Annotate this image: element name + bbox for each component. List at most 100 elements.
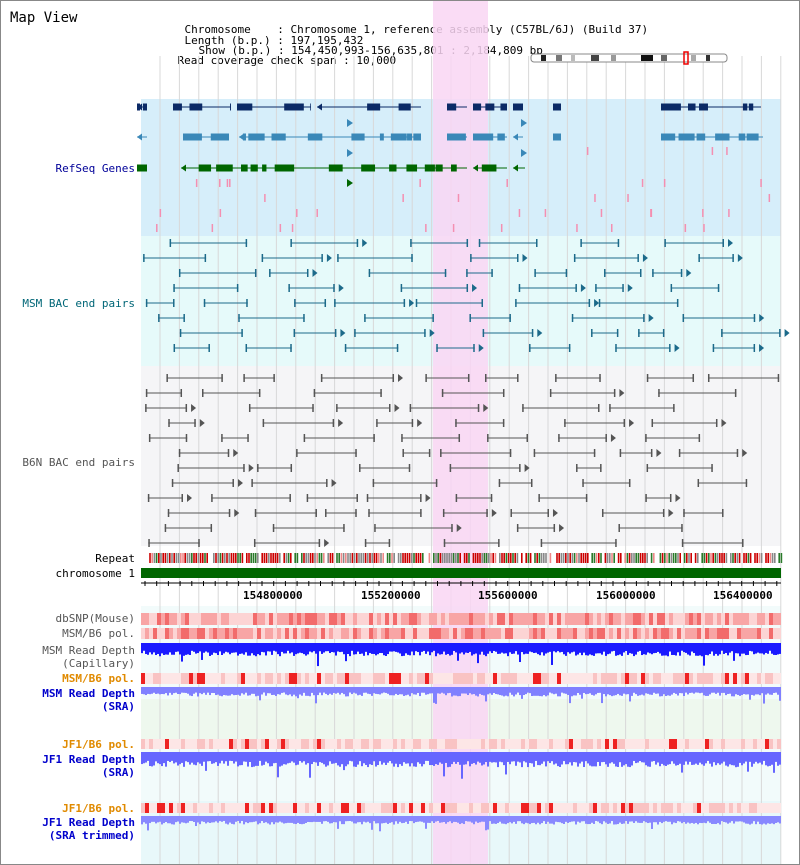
depth-bar xyxy=(591,643,593,656)
heat-cell xyxy=(509,739,513,749)
repeat-mark xyxy=(628,553,631,563)
heat-cell xyxy=(533,673,537,684)
depth-bar xyxy=(225,643,227,652)
heat-cell xyxy=(545,628,549,639)
repeat-mark xyxy=(578,553,580,563)
depth-bar xyxy=(579,643,581,653)
depth-bar xyxy=(743,687,745,695)
heat-cell xyxy=(581,628,585,639)
heat-cell xyxy=(465,628,469,639)
heat-cell xyxy=(509,613,513,625)
bac-pair-end xyxy=(336,404,338,412)
depth-bar xyxy=(365,816,367,823)
heat-cell xyxy=(653,613,657,625)
depth-bar xyxy=(495,816,497,824)
depth-bar xyxy=(723,643,725,654)
depth-bar xyxy=(435,752,437,765)
depth-bar xyxy=(497,752,499,768)
depth-bar xyxy=(477,643,479,664)
gene-exon xyxy=(715,133,730,141)
depth-bar xyxy=(205,752,207,771)
repeat-mark xyxy=(433,553,435,563)
heat-cell xyxy=(533,613,537,625)
depth-bar xyxy=(531,643,533,653)
depth-bar xyxy=(689,752,691,762)
depth-bar xyxy=(649,643,651,654)
depth-bar xyxy=(291,752,293,762)
depth-bar xyxy=(459,643,461,654)
depth-bar xyxy=(635,752,637,764)
depth-bar xyxy=(489,687,491,694)
heat-cell xyxy=(237,803,241,813)
heat-cell xyxy=(169,803,173,813)
heat-cell xyxy=(693,803,697,813)
depth-bar xyxy=(641,643,643,656)
snp-tick xyxy=(641,179,644,187)
snp-tick xyxy=(586,147,589,155)
heat-cell xyxy=(169,673,173,684)
bac-pair-end xyxy=(498,539,500,547)
repeat-mark xyxy=(754,553,756,563)
depth-bar xyxy=(753,643,755,655)
repeat-mark xyxy=(283,553,285,563)
bac-pair-end xyxy=(638,329,640,337)
bac-pair-end xyxy=(238,314,240,322)
repeat-mark xyxy=(309,553,312,563)
depth-bar xyxy=(725,687,727,696)
depth-bar xyxy=(255,752,257,766)
heat-cell xyxy=(309,628,313,639)
heat-cell xyxy=(485,628,489,639)
heat-cell xyxy=(357,628,361,639)
depth-bar xyxy=(709,687,711,695)
depth-bar xyxy=(403,752,405,763)
depth-bar xyxy=(321,752,323,763)
depth-bar xyxy=(447,687,449,694)
bac-pair-end xyxy=(290,239,292,247)
depth-bar xyxy=(763,752,765,761)
heat-cell xyxy=(201,673,205,684)
depth-bar xyxy=(587,687,589,694)
heat-cell xyxy=(669,613,673,625)
repeat-mark xyxy=(756,553,758,563)
depth-bar xyxy=(287,687,289,696)
repeat-mark xyxy=(331,553,334,563)
depth-bar xyxy=(751,643,753,652)
gene-strand-arrow xyxy=(347,179,353,187)
heat-cell xyxy=(241,613,245,625)
heat-cell xyxy=(333,673,337,684)
bac-pair-end xyxy=(374,524,376,532)
bac-pair-end xyxy=(753,314,756,322)
gene-exon xyxy=(183,133,202,141)
heat-cell xyxy=(437,673,441,684)
heat-cell xyxy=(425,613,429,625)
depth-bar xyxy=(353,752,355,767)
heat-cell xyxy=(513,803,517,813)
repeat-mark xyxy=(294,553,296,563)
heat-cell xyxy=(589,673,593,684)
depth-bar xyxy=(609,752,611,764)
bac-pair-end xyxy=(169,239,172,247)
depth-bar xyxy=(607,643,609,655)
depth-bar xyxy=(699,816,701,823)
gene-exon xyxy=(262,164,267,172)
heat-cell xyxy=(413,613,417,625)
depth-bar xyxy=(313,687,315,696)
bac-pair-end xyxy=(715,419,718,427)
heat-cell xyxy=(297,673,301,684)
depth-bar xyxy=(489,816,491,822)
heat-cell xyxy=(597,673,601,684)
depth-bar xyxy=(331,816,333,824)
gene-exon xyxy=(661,103,681,111)
depth-bar xyxy=(547,816,549,822)
depth-bar xyxy=(723,687,725,693)
heat-cell xyxy=(541,803,545,813)
heat-cell xyxy=(293,803,297,813)
depth-bar xyxy=(343,752,345,771)
depth-bar xyxy=(375,643,377,656)
heat-cell xyxy=(369,673,373,684)
depth-bar xyxy=(221,687,223,697)
gene-strand-arrow xyxy=(451,164,456,172)
bac-pair-end xyxy=(409,404,412,412)
chromosome-bar xyxy=(141,568,781,578)
